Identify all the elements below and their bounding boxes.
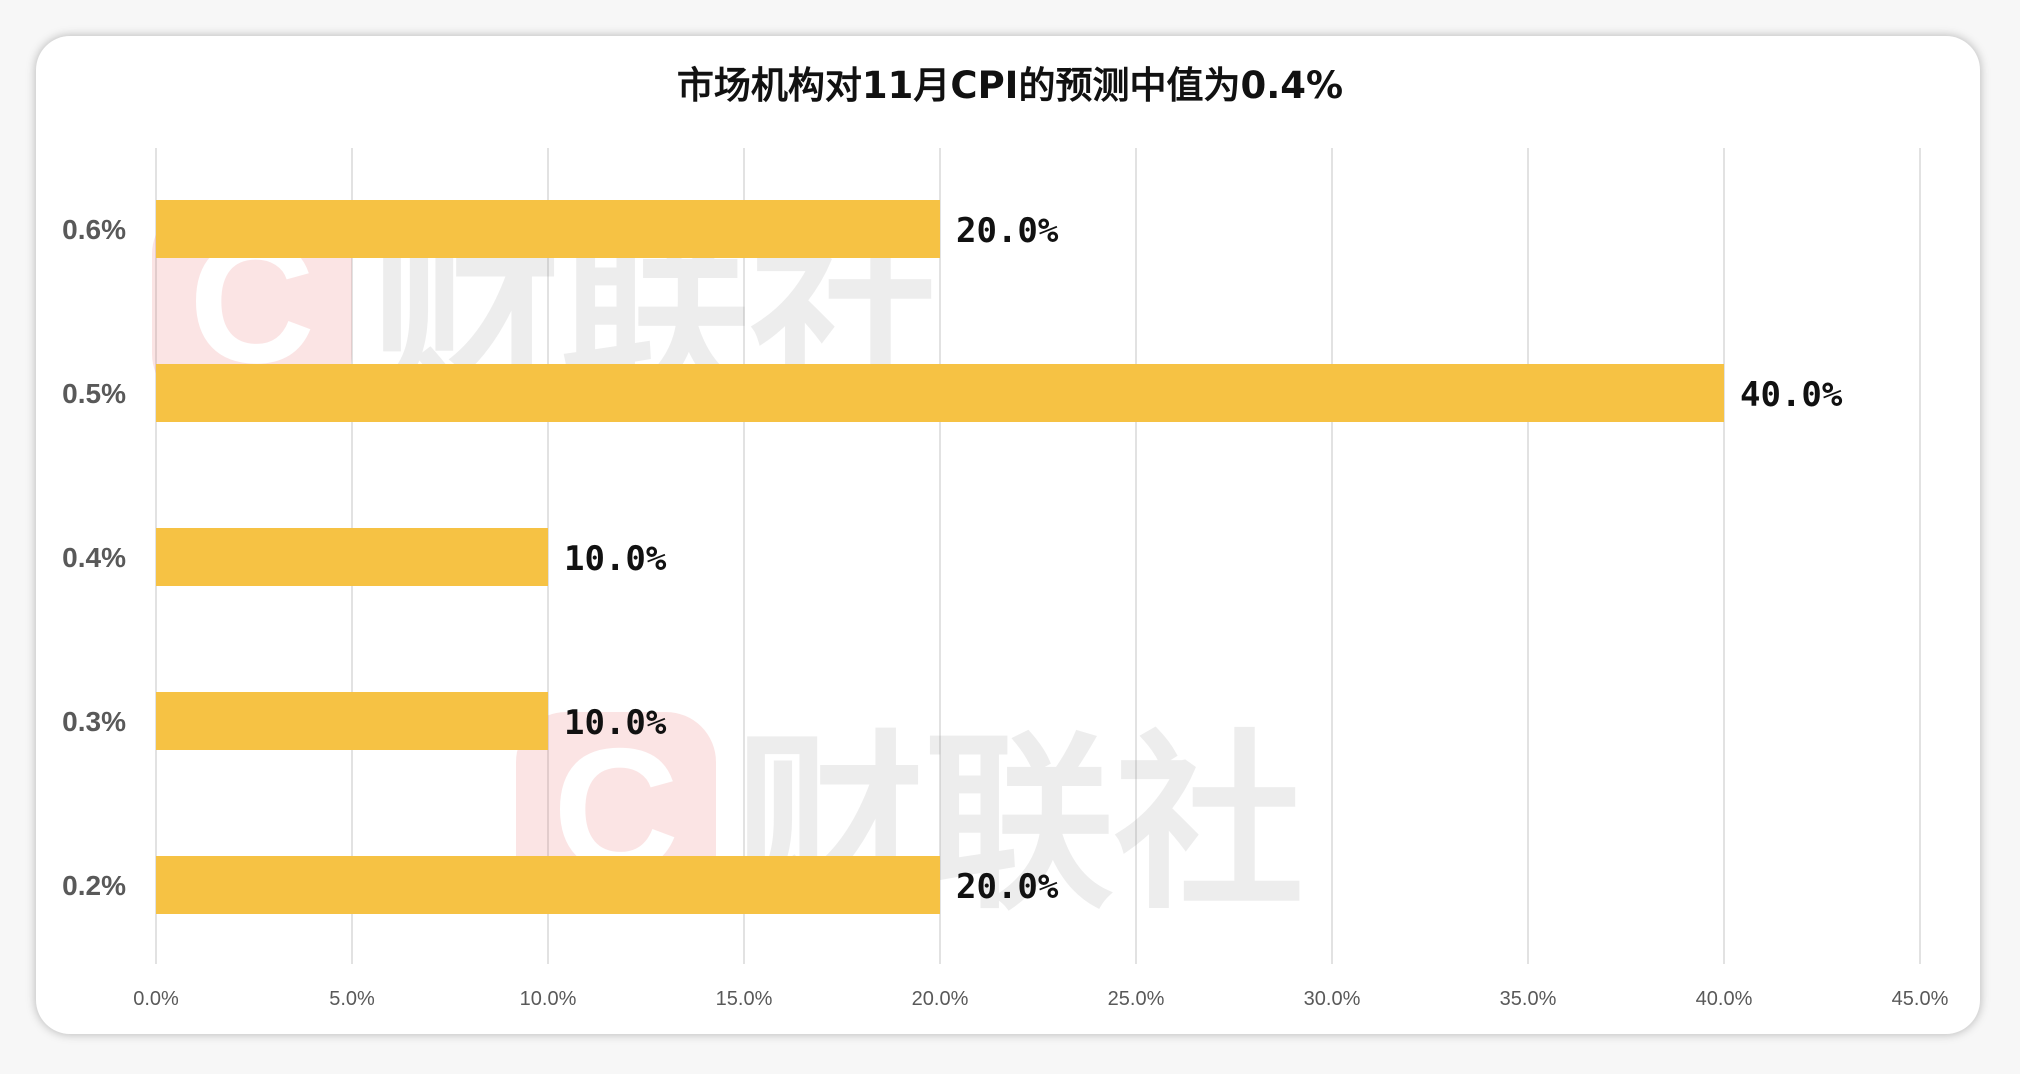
category-label: 0.5% [62, 378, 126, 409]
x-axis-labels: 0.0% 5.0% 10.0% 15.0% 20.0% 25.0% 30.0% 35.0% 40… [133, 988, 1948, 1010]
x-tick-label: 45.0% [1892, 988, 1949, 1010]
x-tick-label: 15.0% [716, 988, 773, 1010]
x-tick-label: 25.0% [1108, 988, 1165, 1010]
category-label: 0.2% [62, 870, 126, 901]
category-label: 0.3% [62, 706, 126, 737]
bar [156, 692, 548, 750]
x-tick-label: 5.0% [329, 988, 375, 1010]
y-axis-labels: 0.6% 0.5% 0.4% 0.3% 0.2% [62, 214, 126, 901]
x-tick-label: 30.0% [1304, 988, 1361, 1010]
bar [156, 528, 548, 586]
chart-title: 市场机构对11月CPI的预测中值为0.4% [677, 64, 1343, 107]
x-tick-label: 10.0% [520, 988, 577, 1010]
data-label: 10.0% [564, 703, 667, 743]
x-tick-label: 35.0% [1500, 988, 1557, 1010]
category-label: 0.6% [62, 214, 126, 245]
bars [156, 200, 1724, 914]
x-tick-label: 0.0% [133, 988, 179, 1010]
category-label: 0.4% [62, 542, 126, 573]
x-tick-label: 40.0% [1696, 988, 1753, 1010]
bar [156, 200, 940, 258]
data-labels: 20.0% 40.0% 10.0% 10.0% 20.0% [564, 211, 1843, 907]
data-label: 20.0% [956, 867, 1059, 907]
data-label: 20.0% [956, 211, 1059, 251]
bar [156, 856, 940, 914]
bar [156, 364, 1724, 422]
x-tick-label: 20.0% [912, 988, 969, 1010]
data-label: 10.0% [564, 539, 667, 579]
data-label: 40.0% [1740, 375, 1843, 415]
